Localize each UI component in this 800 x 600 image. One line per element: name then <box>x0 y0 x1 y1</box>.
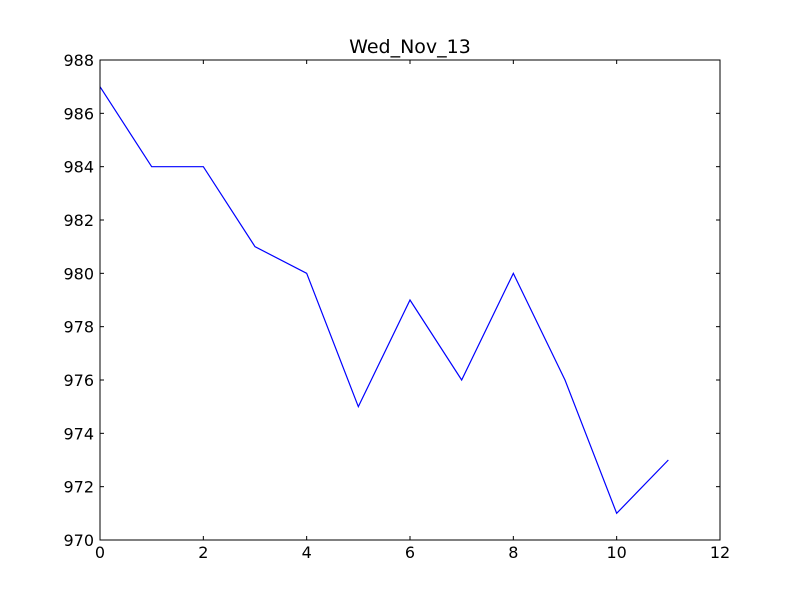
x-tick-label: 10 <box>606 543 626 562</box>
x-tick-label: 0 <box>95 543 105 562</box>
x-tick-label: 6 <box>405 543 415 562</box>
y-tick-label: 982 <box>63 211 94 230</box>
x-tick-label: 2 <box>198 543 208 562</box>
chart-title: Wed_Nov_13 <box>349 36 471 58</box>
y-tick-label: 980 <box>63 264 94 283</box>
series-line <box>99 86 669 515</box>
y-tick-label: 984 <box>63 158 94 177</box>
x-tick-label: 12 <box>710 543 730 562</box>
y-tick-label: 974 <box>63 424 94 443</box>
y-tick-label: 978 <box>63 318 94 337</box>
y-tick-label: 976 <box>63 371 94 390</box>
x-tick-label: 4 <box>302 543 312 562</box>
y-tick-label: 988 <box>63 51 94 70</box>
y-tick-label: 970 <box>63 531 94 550</box>
y-tick-label: 972 <box>63 478 94 497</box>
tick-labels-layer: 0 2 4 6 8 10 12 970 972 974 976 978 980 982 984 986 988 <box>63 51 730 562</box>
series-layer <box>99 86 669 515</box>
plot-area-frame <box>99 59 721 541</box>
x-tick-label: 8 <box>508 543 518 562</box>
y-tick-label: 986 <box>63 104 94 123</box>
